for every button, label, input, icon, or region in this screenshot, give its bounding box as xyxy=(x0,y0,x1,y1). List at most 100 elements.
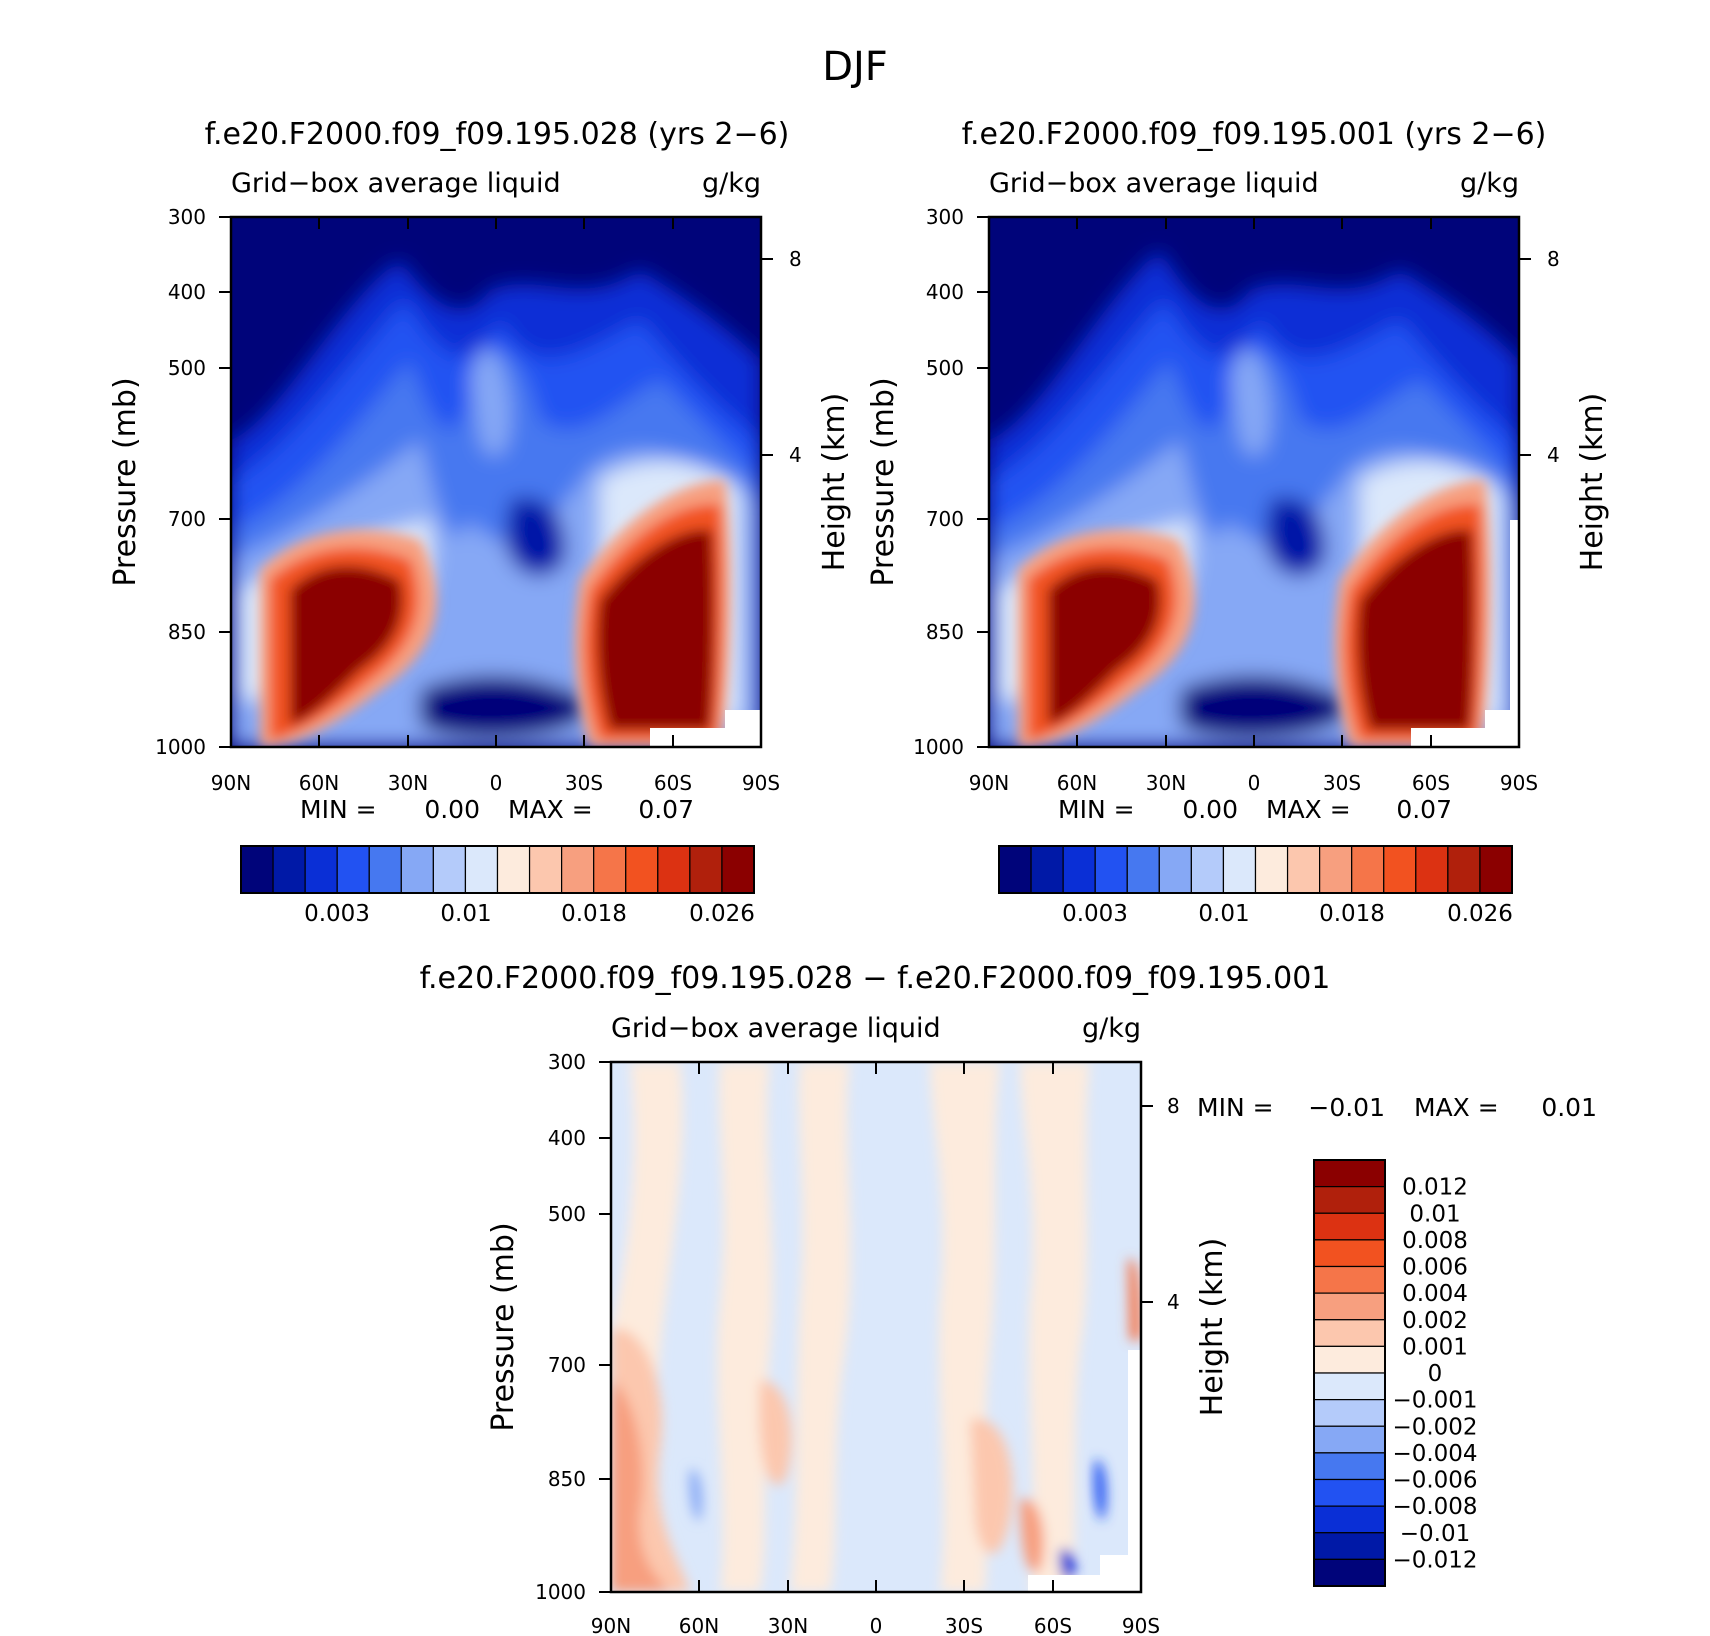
panel1-colorbar-swatch xyxy=(464,845,499,894)
panel2-colorbar-swatch xyxy=(998,845,1032,894)
panel3-left-subtitle: Grid−box average liquid xyxy=(611,1013,941,1044)
panel2-cbar-label-0.003: 0.003 xyxy=(1062,901,1128,927)
panel3-ytick-300: 300 xyxy=(548,1050,586,1074)
panel2-colorbar-swatch xyxy=(1447,845,1481,894)
panel2-xtick-30s: 30S xyxy=(1323,771,1361,795)
panel2-y-ticks: 300 400 500 700 850 1000 8 4 xyxy=(913,205,1560,759)
panel2-ytick-300: 300 xyxy=(926,205,964,229)
panel3-colorbar-swatch xyxy=(1313,1452,1386,1481)
panel1-ytick-500: 500 xyxy=(168,356,206,380)
panel3-colorbar-swatch xyxy=(1313,1265,1386,1294)
panel3-colorbar-label: −0.004 xyxy=(1392,1441,1477,1467)
panel1-colorbar-swatch xyxy=(304,845,338,894)
panel1-xtick-90n: 90N xyxy=(211,771,251,795)
panel1-xtick-60s: 60S xyxy=(654,771,692,795)
panel2-colorbar-swatch xyxy=(1094,845,1128,894)
panel1-colorbar-swatch xyxy=(432,845,467,894)
panel2-colorbar-swatch xyxy=(1415,845,1449,894)
panel1-colorbar-swatch xyxy=(336,845,370,894)
panel2-colorbar-swatch xyxy=(1351,845,1385,894)
panel3-colorbar-frame xyxy=(1313,1159,1386,1587)
panel1-ytick-1000: 1000 xyxy=(155,735,206,759)
panel3-min-value: −0.01 xyxy=(1308,1093,1385,1122)
panel2-max-label: MAX = xyxy=(1266,795,1351,824)
panel2-y2tick-8: 8 xyxy=(1547,247,1560,271)
panel2-xtick-90n: 90N xyxy=(969,771,1009,795)
panel2-colorbar-swatch xyxy=(1319,845,1353,894)
panel3-colorbar-label: 0 xyxy=(1428,1361,1443,1387)
panel2-x-ticks: 90N 60N 30N 0 30S 60S 90S xyxy=(969,217,1538,795)
panel2-right-subtitle: g/kg xyxy=(1460,168,1519,199)
panel3-colorbar-swatch xyxy=(1313,1239,1386,1268)
panel2-colorbar-swatch xyxy=(1479,845,1513,894)
panel3-title: f.e20.F2000.f09_f09.195.028 − f.e20.F200… xyxy=(420,961,1331,996)
panel3-xtick-30n: 30N xyxy=(768,1614,808,1636)
panel2-colorbar-swatch xyxy=(1222,845,1257,894)
panel2-cbar-label-0.018: 0.018 xyxy=(1319,901,1385,927)
panel2-colorbar-swatch xyxy=(1126,845,1160,894)
panel2-colorbar-swatch xyxy=(1254,845,1289,894)
panel3-right-subtitle: g/kg xyxy=(1082,1013,1141,1044)
panel3-colorbar: 0.0120.010.0080.0060.0040.0020.0010−0.00… xyxy=(1313,1159,1478,1587)
panel3-xtick-30s: 30S xyxy=(945,1614,983,1636)
panel1-xtick-0: 0 xyxy=(490,771,503,795)
panel2-xtick-0: 0 xyxy=(1248,771,1261,795)
panel3-colorbar-label: −0.001 xyxy=(1392,1388,1477,1414)
figure-suptitle: DJF xyxy=(822,44,888,90)
panel1-cbar-label-0.026: 0.026 xyxy=(689,901,755,927)
panel3-colorbar-label: −0.01 xyxy=(1400,1521,1470,1547)
panel2-min-value: 0.00 xyxy=(1182,795,1238,824)
panel1-ytick-400: 400 xyxy=(168,280,206,304)
panel2-colorbar-swatch xyxy=(1030,845,1064,894)
panel2-colorbar-swatch xyxy=(1062,845,1096,894)
panel3-colorbar-label: 0.001 xyxy=(1402,1334,1468,1360)
panel2-ytick-400: 400 xyxy=(926,280,964,304)
panel3-colorbar-label: 0.01 xyxy=(1409,1201,1460,1227)
panel3-colorbar-label: −0.002 xyxy=(1392,1414,1477,1440)
panel2-left-subtitle: Grid−box average liquid xyxy=(989,168,1319,199)
panel2-xtick-60n: 60N xyxy=(1057,771,1097,795)
panel1-colorbar-swatch xyxy=(528,845,563,894)
panel2-xtick-60s: 60S xyxy=(1412,771,1450,795)
panel3-colorbar-swatch xyxy=(1313,1345,1386,1374)
panel1-xtick-30s: 30S xyxy=(565,771,603,795)
panel3-colorbar-label: 0.006 xyxy=(1402,1255,1468,1281)
panel1-title: f.e20.F2000.f09_f09.195.028 (yrs 2−6) xyxy=(205,117,790,152)
panel1-xtick-60n: 60N xyxy=(299,771,339,795)
panel2-ytick-700: 700 xyxy=(926,507,964,531)
panel3-ytick-850: 850 xyxy=(548,1467,586,1491)
panel3-colorbar-label: 0.008 xyxy=(1402,1228,1468,1254)
panel3-ytick-700: 700 xyxy=(548,1353,586,1377)
panel2-cbar-label-0.01: 0.01 xyxy=(1198,901,1249,927)
panel2-colorbar-swatch xyxy=(1190,845,1225,894)
panel1-ytick-700: 700 xyxy=(168,507,206,531)
panel-bottom-difference: f.e20.F2000.f09_f09.195.028 − f.e20.F200… xyxy=(420,961,1597,1636)
panel1-colorbar-swatch xyxy=(400,845,434,894)
panel3-colorbar-label: 0.004 xyxy=(1402,1281,1468,1307)
panel2-max-value: 0.07 xyxy=(1396,795,1452,824)
panel3-ylabel: Pressure (mb) xyxy=(486,1222,521,1431)
panel3-xtick-90s: 90S xyxy=(1122,1614,1160,1636)
panel2-y2tick-4: 4 xyxy=(1547,443,1560,467)
panel1-colorbar xyxy=(240,845,755,894)
panel1-max-value: 0.07 xyxy=(638,795,694,824)
panel1-cbar-label-0.01: 0.01 xyxy=(440,901,491,927)
panel1-colorbar-swatch xyxy=(657,845,691,894)
panel1-y2tick-8: 8 xyxy=(789,247,802,271)
panel1-xtick-30n: 30N xyxy=(388,771,428,795)
panel3-colorbar-swatch xyxy=(1313,1292,1386,1321)
panel1-cbar-label-0.003: 0.003 xyxy=(304,901,370,927)
panel1-y-ticks: 300 400 500 700 850 1000 8 4 xyxy=(155,205,802,759)
panel1-right-subtitle: g/kg xyxy=(702,168,761,199)
panel1-colorbar-swatch xyxy=(721,845,755,894)
panel1-ytick-850: 850 xyxy=(168,620,206,644)
panel3-colorbar-label: 0.012 xyxy=(1402,1175,1468,1201)
panel3-y-ticks: 300 400 500 700 850 1000 8 4 xyxy=(535,1050,1180,1604)
panel3-xtick-60s: 60S xyxy=(1034,1614,1072,1636)
panel1-ytick-300: 300 xyxy=(168,205,206,229)
panel3-ytick-500: 500 xyxy=(548,1202,586,1226)
panel1-colorbar-swatch xyxy=(496,845,531,894)
panel3-colorbar-label: −0.008 xyxy=(1392,1494,1477,1520)
panel3-xtick-90n: 90N xyxy=(591,1614,631,1636)
panel3-colorbar-swatch xyxy=(1313,1478,1386,1507)
